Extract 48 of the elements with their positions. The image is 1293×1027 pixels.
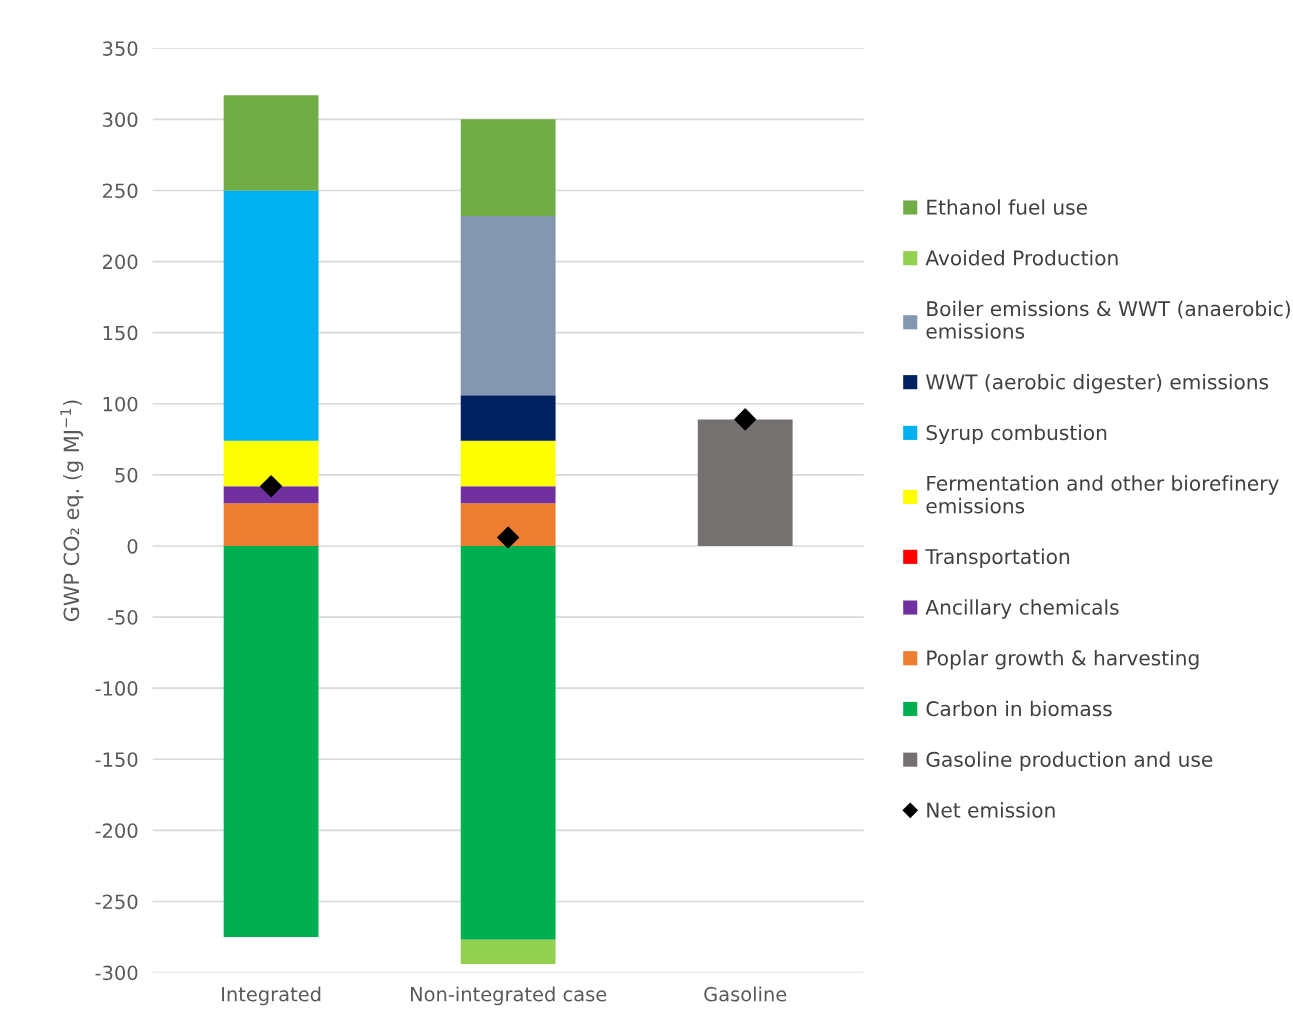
legend-label: Avoided Production: [925, 249, 1118, 266]
legend-label: Syrup combustion: [926, 424, 1107, 445]
legend-label: Carbon in biomass: [926, 700, 1112, 717]
legend-label: Gasoline production and use: [926, 751, 1213, 771]
x-tick-label: Integrated: [222, 986, 321, 1006]
y-tick-label: -150: [95, 752, 138, 767]
y-tick-label: -200: [95, 823, 138, 839]
bar: [223, 190, 319, 441]
y-axis-title: GWP CO₂ eq. (g MJ$^{−1}$): [60, 400, 84, 622]
bar: [223, 440, 319, 487]
bar: [460, 440, 556, 487]
bar: [460, 216, 556, 396]
y-tick-label: 150: [103, 325, 138, 341]
bar: [223, 503, 319, 546]
legend-label: Boiler emissions & WWT (anaerobic) emissions: [926, 300, 1290, 339]
y-tick-label: -50: [107, 610, 138, 625]
y-tick-label: 300: [103, 112, 138, 128]
point: [734, 408, 757, 431]
x-tick-label: Gasoline: [704, 986, 787, 1002]
legend-label: Fermentation and other biorefinery emissions: [926, 475, 1279, 514]
bar: [460, 395, 556, 441]
legend-label: Net emission: [927, 802, 1055, 818]
y-tick-label: 0: [127, 538, 138, 554]
y-tick-label: 50: [115, 467, 138, 483]
y-tick-label: 250: [103, 183, 138, 199]
y-tick-label: -300: [95, 965, 138, 981]
point: [260, 475, 283, 498]
bar: [460, 545, 556, 940]
bar: [697, 419, 793, 546]
y-tick-label: 200: [103, 254, 138, 270]
legend-label: Transportation: [925, 548, 1070, 569]
point: [497, 526, 520, 549]
legend-label: WWT (aerobic digester) emissions: [926, 373, 1269, 394]
legend-label: Ancillary chemicals: [925, 599, 1119, 619]
bar: [223, 95, 319, 191]
legend-label: Ethanol fuel use: [927, 199, 1087, 215]
x-tick-label: Non-integrated case: [410, 986, 607, 1006]
bar: [460, 939, 556, 965]
y-tick-label: 350: [103, 41, 138, 56]
bar: [223, 486, 319, 504]
bar: [460, 486, 556, 504]
bar: [460, 503, 556, 546]
y-tick-label: -100: [95, 681, 138, 696]
y-tick-label: 100: [103, 396, 138, 412]
legend-label: Poplar growth & harvesting: [927, 649, 1199, 670]
y-tick-label: -250: [95, 894, 138, 910]
bar: [460, 119, 556, 217]
bar: [223, 545, 319, 938]
